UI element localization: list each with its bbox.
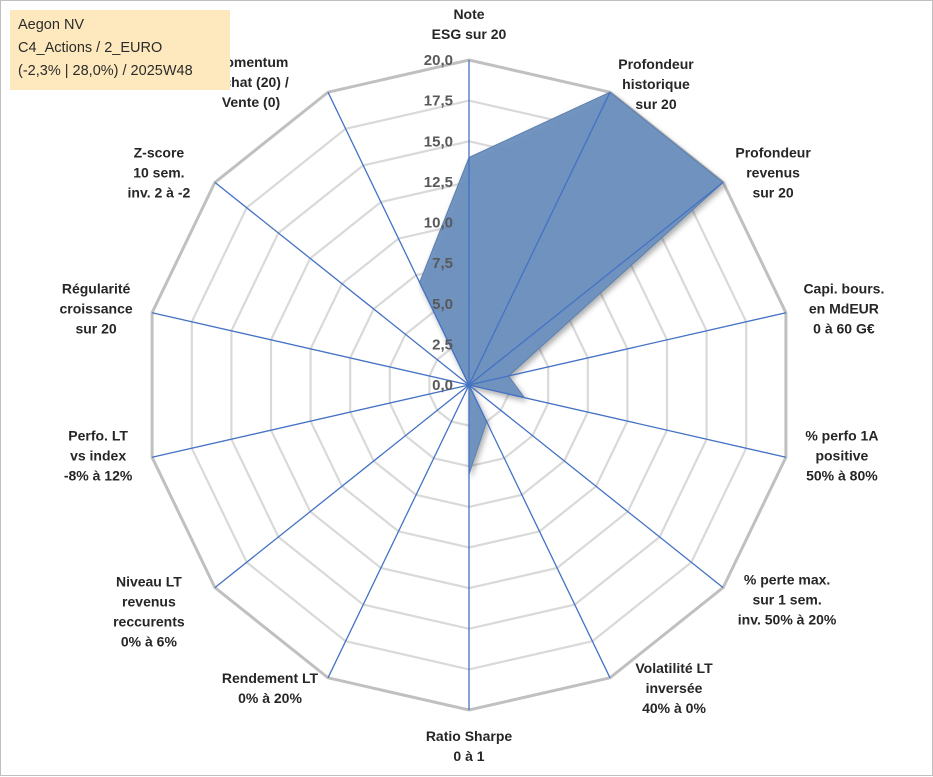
axis-label-3-line-1: Profondeur: [735, 144, 811, 160]
axis-label-7-line-3: 40% à 0%: [642, 700, 706, 716]
axis-label-3-line-2: revenus: [746, 164, 800, 180]
axis-label-9-line-2: 0% à 20%: [238, 690, 302, 706]
series-polygon: [420, 92, 723, 474]
axis-spoke-9: [328, 385, 469, 678]
axis-label-5-line-1: % perfo 1A: [805, 427, 878, 443]
axis-label-1-line-1: Note: [453, 6, 484, 22]
axis-label-6-line-3: inv. 50% à 20%: [738, 612, 837, 628]
axis-label-5-line-3: 50% à 80%: [806, 467, 878, 483]
axis-label-2-line-1: Profondeur: [618, 56, 694, 72]
tick-label-1: 2,5: [432, 336, 453, 353]
axis-label-1-line-2: ESG sur 20: [432, 26, 507, 42]
tick-label-3: 7,5: [432, 255, 453, 272]
axis-label-3-line-3: sur 20: [752, 184, 793, 200]
company-name: Aegon NV: [18, 17, 84, 33]
axis-label-13-line-1: Z-score: [134, 144, 185, 160]
axis-label-10-line-3: reccurents: [113, 614, 185, 630]
axis-label-12-line-2: croissance: [60, 301, 133, 317]
tick-label-6: 15,0: [424, 133, 453, 150]
axis-label-7-line-1: Volatilité LT: [635, 660, 713, 676]
axis-label-12-line-1: Régularité: [62, 281, 131, 297]
axis-label-10-line-1: Niveau LT: [116, 574, 182, 590]
tick-label-0: 0,0: [432, 377, 453, 394]
series-area: [420, 92, 724, 474]
axis-label-11-line-1: Perfo. LT: [68, 427, 128, 443]
axis-label-10-line-4: 0% à 6%: [121, 634, 178, 650]
axis-label-2-line-2: historique: [622, 76, 690, 92]
axis-label-4-line-2: en MdEUR: [809, 301, 879, 317]
tick-label-2: 5,0: [432, 296, 453, 313]
axis-spoke-7: [469, 385, 610, 678]
axis-label-12-line-3: sur 20: [75, 321, 116, 337]
performance-summary: (-2,3% | 28,0%) / 2025W48: [18, 63, 193, 79]
axis-label-4-line-3: 0 à 60 G€: [813, 321, 875, 337]
title-box: Aegon NV C4_Actions / 2_EURO (-2,3% | 28…: [10, 10, 230, 90]
axis-label-10-line-2: revenus: [122, 594, 176, 610]
axis-label-11-line-3: -8% à 12%: [64, 467, 133, 483]
axis-label-6-line-1: % perte max.: [744, 572, 830, 588]
axis-label-7-line-2: inversée: [646, 680, 703, 696]
axis-label-11-line-2: vs index: [70, 447, 126, 463]
axis-label-6-line-2: sur 1 sem.: [752, 592, 821, 608]
axis-label-9-line-1: Rendement LT: [222, 670, 319, 686]
axis-label-13-line-2: 10 sem.: [133, 164, 184, 180]
tick-label-5: 12,5: [424, 174, 453, 191]
tick-label-8: 20,0: [424, 52, 453, 69]
category-label: C4_Actions / 2_EURO: [18, 40, 162, 56]
axis-label-4-line-1: Capi. bours.: [803, 281, 884, 297]
axis-label-8-line-2: 0 à 1: [453, 748, 484, 764]
tick-label-7: 17,5: [424, 93, 453, 110]
axis-label-5-line-2: positive: [815, 447, 868, 463]
axis-label-14-line-3: Vente (0): [222, 94, 280, 110]
tick-label-4: 10,0: [424, 215, 453, 232]
radial-tick-labels: 0,0 2,5 5,0 7,5 10,0 12,5 15,0 17,5 20,0: [424, 52, 453, 394]
axis-label-8-line-1: Ratio Sharpe: [426, 728, 513, 744]
axis-label-2-line-3: sur 20: [635, 96, 676, 112]
axis-label-13-line-3: inv. 2 à -2: [128, 184, 191, 200]
